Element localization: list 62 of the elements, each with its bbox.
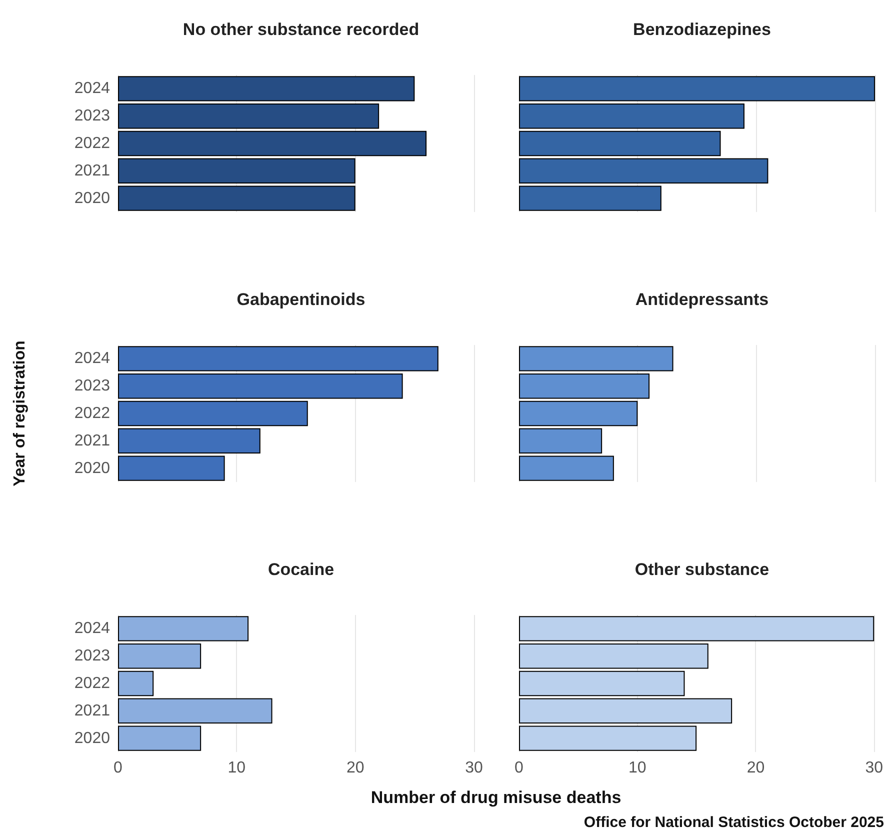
y-tick-label: 2023 [74, 108, 110, 125]
y-tick-label: 2021 [74, 432, 110, 450]
bar [519, 130, 721, 156]
bar [519, 670, 685, 696]
chart-title: Other substance [634, 560, 770, 579]
y-tick-label: 2023 [74, 648, 110, 665]
chart-title: No other substance recorded [182, 20, 420, 39]
chart-title: Cocaine [268, 560, 334, 579]
bar [519, 616, 874, 642]
x-tick-label: 30 [465, 760, 483, 776]
chart-title: Antidepressants [635, 290, 769, 309]
bar [118, 373, 403, 399]
x-tick-label: 10 [228, 760, 246, 776]
y-tick-label: 2022 [74, 135, 110, 152]
y-tick-label: 2022 [74, 405, 110, 422]
bar [519, 428, 602, 454]
bar [118, 698, 272, 724]
bar [519, 158, 768, 184]
bar [519, 698, 732, 724]
y-tick-label: 2024 [74, 620, 110, 638]
y-axis-title: Year of registration [12, 340, 28, 486]
bar [118, 158, 356, 184]
x-tick-label: 10 [628, 760, 646, 776]
y-tick-label: 2020 [74, 730, 110, 747]
chart-title: Gabapentinoids [236, 290, 366, 309]
x-tick-label: 0 [114, 760, 123, 776]
bar [519, 456, 614, 481]
y-tick-label: 2023 [74, 378, 110, 395]
text: Office for National Statistics October 2025 [584, 814, 884, 831]
bar [519, 643, 708, 669]
bar [118, 400, 308, 426]
bar [118, 428, 260, 454]
bar [118, 130, 427, 156]
bar [519, 726, 697, 751]
bar [519, 103, 744, 129]
bar [118, 186, 356, 211]
bar [519, 373, 650, 399]
y-tick-label: 2020 [74, 190, 110, 207]
bar [118, 616, 249, 642]
bar [118, 346, 438, 372]
bar [519, 400, 638, 426]
bar [118, 643, 202, 669]
bar [519, 186, 662, 211]
bar [118, 670, 154, 696]
y-tick-label: 2021 [74, 162, 110, 180]
bar [118, 456, 225, 481]
bar [118, 103, 380, 129]
bar [519, 76, 875, 102]
y-tick-label: 2022 [74, 675, 110, 692]
x-tick-label: 20 [746, 760, 765, 776]
x-tick-label: 20 [346, 760, 364, 776]
x-axis-title: Number of drug misuse deaths [370, 788, 622, 808]
chart-title: Benzodiazepines [633, 20, 771, 39]
y-tick-label: 2024 [74, 350, 110, 368]
y-tick-label: 2020 [74, 460, 110, 477]
x-tick-label: 0 [514, 760, 524, 776]
y-tick-label: 2024 [74, 80, 110, 98]
bar [519, 346, 674, 372]
x-tick-label: 30 [865, 760, 884, 776]
y-tick-label: 2021 [74, 702, 110, 720]
bar [118, 76, 415, 102]
bar [118, 726, 202, 751]
